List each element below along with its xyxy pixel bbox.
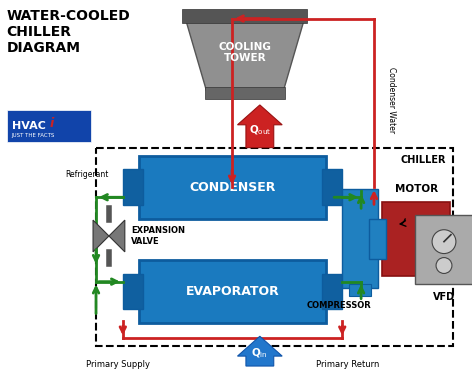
Text: Primary Supply: Primary Supply <box>86 360 150 369</box>
FancyBboxPatch shape <box>382 202 450 276</box>
Polygon shape <box>109 220 125 252</box>
Text: Condenser Water: Condenser Water <box>387 67 396 133</box>
Bar <box>322 274 342 310</box>
Text: i: i <box>49 117 54 130</box>
Bar <box>123 170 143 205</box>
Text: MOTOR: MOTOR <box>395 184 438 194</box>
Text: EXPANSION
VALVE: EXPANSION VALVE <box>131 226 185 246</box>
Bar <box>349 283 371 295</box>
Polygon shape <box>93 220 109 252</box>
FancyBboxPatch shape <box>415 215 473 283</box>
Bar <box>182 9 308 23</box>
FancyArrow shape <box>237 105 282 148</box>
Text: EVAPORATOR: EVAPORATOR <box>186 285 279 298</box>
FancyBboxPatch shape <box>342 189 378 288</box>
Text: Primary Return: Primary Return <box>316 360 379 369</box>
Text: CONDENSER: CONDENSER <box>189 181 276 194</box>
Text: JUST THE FACTS: JUST THE FACTS <box>12 133 55 138</box>
Text: WATER-COOLED
CHILLER
DIAGRAM: WATER-COOLED CHILLER DIAGRAM <box>7 9 130 55</box>
Text: COMPRESSOR: COMPRESSOR <box>307 301 372 310</box>
FancyArrow shape <box>237 336 282 366</box>
FancyBboxPatch shape <box>139 155 327 219</box>
Bar <box>205 87 285 99</box>
Bar <box>96 148 454 346</box>
Bar <box>123 274 143 310</box>
Text: VFD: VFD <box>433 292 455 302</box>
Bar <box>369 219 386 259</box>
FancyBboxPatch shape <box>7 110 91 142</box>
Text: HVAC: HVAC <box>12 121 46 131</box>
Polygon shape <box>185 19 304 95</box>
FancyBboxPatch shape <box>139 260 327 323</box>
Text: Q$_{\rm in}$: Q$_{\rm in}$ <box>251 346 268 360</box>
Circle shape <box>432 230 456 254</box>
Circle shape <box>436 257 452 273</box>
Text: Q$_{\rm out}$: Q$_{\rm out}$ <box>248 123 271 137</box>
Text: Refrigerant: Refrigerant <box>65 170 109 179</box>
Text: COOLING
TOWER: COOLING TOWER <box>219 42 272 63</box>
Text: CHILLER: CHILLER <box>401 155 447 164</box>
Bar <box>322 170 342 205</box>
